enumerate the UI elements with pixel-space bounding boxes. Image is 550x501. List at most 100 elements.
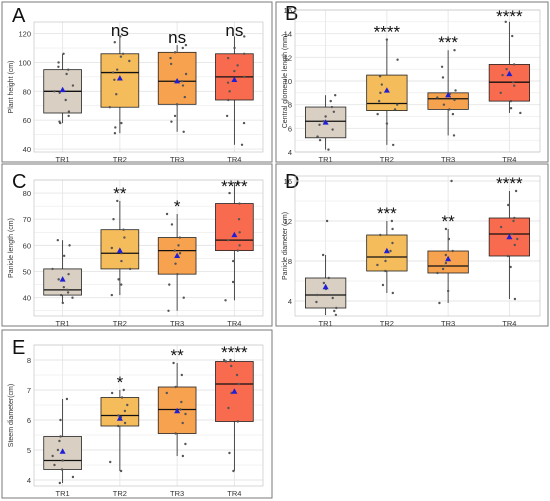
data-point — [122, 228, 125, 231]
y-tick-label: 12 — [284, 53, 292, 62]
data-point — [184, 442, 187, 446]
data-point — [391, 143, 395, 147]
data-point — [499, 91, 502, 95]
box-iqr — [100, 397, 140, 427]
data-point — [183, 95, 187, 99]
data-point — [451, 249, 454, 253]
data-point — [391, 227, 394, 231]
data-point — [376, 263, 379, 267]
data-point — [120, 283, 123, 286]
data-point — [385, 122, 389, 125]
data-point — [61, 301, 64, 305]
mean-marker — [116, 415, 123, 421]
x-tick-label: TR4 — [502, 319, 516, 328]
data-point — [120, 121, 123, 125]
data-point — [222, 358, 226, 362]
box-tr2: ns — [100, 21, 140, 135]
data-point — [236, 64, 239, 67]
data-point — [64, 98, 67, 102]
data-point — [119, 469, 123, 473]
significance-label: *** — [377, 204, 397, 223]
data-point — [499, 225, 503, 229]
data-point — [444, 253, 448, 257]
mean-marker — [59, 448, 66, 454]
y-tick-label: 8 — [288, 257, 292, 266]
data-point — [243, 52, 246, 55]
data-point — [57, 65, 60, 68]
box-iqr — [305, 106, 347, 139]
data-point — [385, 38, 389, 41]
box-tr3: * — [157, 197, 197, 312]
data-point — [119, 55, 123, 58]
plot-area — [33, 179, 264, 317]
data-point — [51, 454, 54, 458]
data-point — [170, 223, 174, 226]
data-point — [180, 373, 184, 377]
box-tr3: ** — [157, 346, 197, 458]
significance-label: * — [174, 197, 181, 216]
data-point — [235, 373, 239, 377]
mean-marker — [231, 76, 238, 82]
box-tr4: **** — [215, 177, 254, 302]
data-point — [512, 80, 515, 84]
data-point — [110, 293, 114, 297]
y-tick-label: 12 — [284, 217, 292, 226]
data-point — [231, 259, 235, 263]
data-point — [452, 134, 456, 137]
data-point — [176, 272, 179, 276]
data-point — [121, 52, 125, 55]
data-point — [53, 463, 56, 467]
panel-label: A — [12, 5, 26, 27]
y-axis-label: Panicle length (cm) — [8, 218, 15, 278]
y-tick-label: 5 — [27, 446, 31, 455]
data-point — [451, 112, 455, 116]
data-point — [226, 81, 230, 84]
y-tick-label: 4 — [27, 476, 31, 485]
x-tick-label: TR4 — [227, 489, 241, 498]
panel-d: D 4 8 12 16 Panicle diameter (cm) TR1 TR2 TR3 TR4… — [275, 163, 549, 328]
data-point — [231, 280, 235, 284]
data-point — [113, 78, 116, 81]
data-point — [380, 83, 384, 86]
data-point — [236, 420, 240, 423]
data-point — [315, 300, 318, 304]
data-point — [224, 360, 228, 363]
data-point — [442, 103, 446, 106]
y-tick-label: 14 — [284, 30, 292, 39]
data-point — [334, 313, 338, 317]
data-point — [181, 46, 184, 50]
data-point — [66, 291, 70, 294]
data-point — [117, 278, 120, 281]
data-point — [229, 358, 232, 362]
data-point — [57, 61, 60, 64]
box-iqr — [305, 277, 347, 309]
data-point — [67, 110, 71, 113]
box-tr1 — [43, 52, 82, 125]
mean-marker — [383, 87, 390, 93]
significance-label: **** — [221, 177, 248, 196]
box-tr1 — [305, 94, 347, 151]
panel-label: E — [12, 337, 25, 359]
data-point — [173, 114, 177, 118]
y-tick-label: 4 — [288, 297, 292, 306]
y-tick-label: 16 — [284, 177, 292, 186]
data-point — [179, 408, 182, 411]
box-iqr — [427, 250, 469, 274]
data-point — [114, 126, 117, 129]
data-point — [170, 120, 173, 123]
data-point — [60, 468, 64, 471]
data-point — [232, 469, 235, 473]
data-point — [511, 34, 514, 38]
box-tr1 — [43, 238, 82, 305]
mean-marker — [231, 231, 238, 238]
mean-marker — [322, 283, 329, 290]
significance-label: ** — [442, 212, 456, 231]
data-point — [56, 448, 60, 452]
box-tr2: ** — [100, 184, 140, 297]
data-point — [165, 212, 169, 216]
mean-marker — [174, 407, 181, 414]
x-tick-label: TR3 — [441, 319, 455, 328]
data-point — [393, 108, 397, 111]
data-point — [67, 114, 70, 118]
mean-marker — [116, 247, 123, 253]
